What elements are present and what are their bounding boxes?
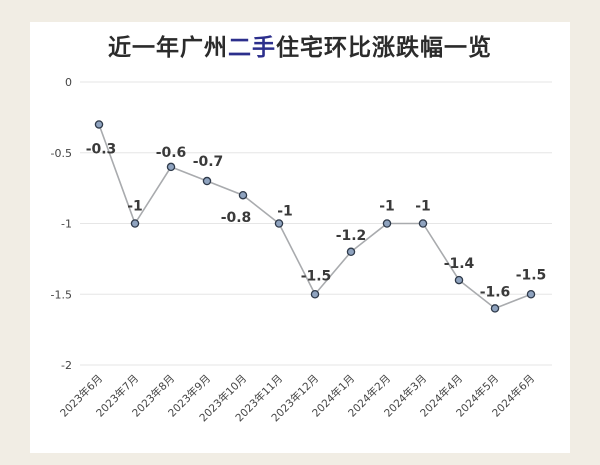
y-tick-label: -2	[61, 359, 72, 372]
data-label: -1.6	[480, 284, 511, 300]
data-point	[490, 304, 500, 313]
chart-card	[30, 22, 570, 453]
data-label: -0.8	[221, 210, 252, 226]
y-tick-label: -0.5	[51, 147, 72, 160]
data-label: -1.2	[336, 228, 367, 244]
data-point	[238, 190, 248, 200]
data-point	[274, 219, 284, 228]
data-label: -1.5	[516, 267, 547, 283]
data-label: -1	[415, 199, 431, 215]
data-label: -0.6	[156, 145, 187, 161]
title-text-end: 住宅环比涨跌幅一览	[276, 35, 492, 61]
y-tick-label: 0	[65, 76, 72, 89]
data-label: -0.3	[86, 141, 117, 157]
data-point	[310, 289, 320, 299]
title-highlight: 二手	[228, 35, 276, 61]
data-point	[418, 219, 428, 228]
y-tick-label: -1	[61, 218, 72, 231]
data-label: -0.7	[193, 154, 224, 170]
title-text: 近一年广州	[108, 35, 228, 61]
data-point	[346, 247, 356, 257]
data-point	[454, 275, 464, 285]
data-point	[166, 162, 176, 172]
data-point	[202, 176, 212, 186]
data-label: -1	[379, 199, 395, 215]
y-tick-label: -1.5	[51, 288, 72, 301]
data-label: -1.4	[444, 256, 475, 272]
data-label: -1.5	[301, 268, 332, 284]
data-label: -1	[127, 199, 143, 215]
data-point	[130, 219, 140, 228]
data-label: -1	[277, 204, 293, 220]
data-point	[526, 289, 536, 299]
data-point	[382, 219, 392, 228]
chart-title: 近一年广州二手住宅环比涨跌幅一览	[0, 28, 600, 62]
data-point	[94, 120, 104, 129]
